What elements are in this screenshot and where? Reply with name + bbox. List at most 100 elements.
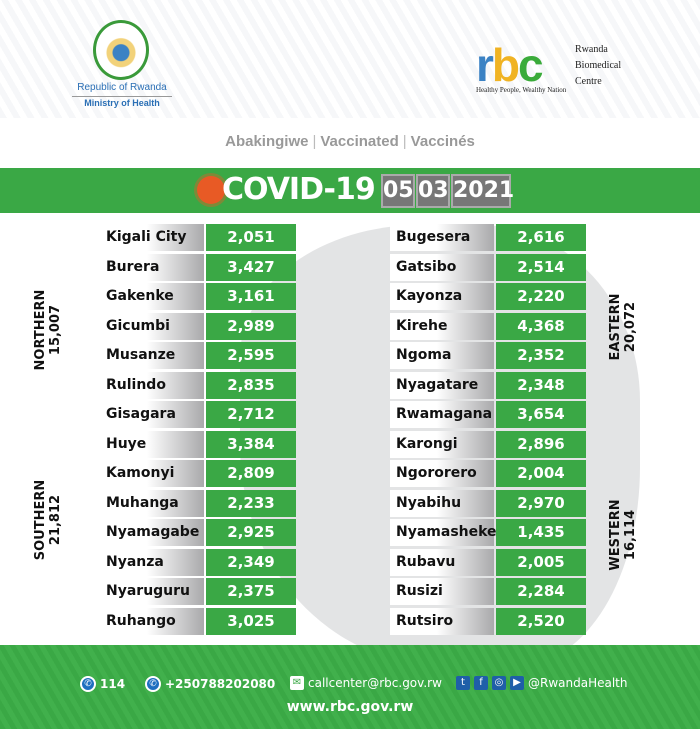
title-banner xyxy=(0,168,700,213)
email-address[interactable]: callcenter@rbc.gov.rw xyxy=(308,676,442,690)
district-name: Nyanza xyxy=(100,548,204,576)
region-name: SOUTHERN xyxy=(33,479,48,561)
region-name: WESTERN xyxy=(608,499,623,571)
district-value: 2,925 xyxy=(206,519,296,546)
district-value: 2,220 xyxy=(496,283,586,310)
divider: | xyxy=(312,133,317,150)
rbc-name-line: Biomedical xyxy=(575,60,622,71)
region-name: EASTERN xyxy=(608,293,623,361)
email[interactable]: ✉ callcenter@rbc.gov.rw xyxy=(290,676,442,690)
header: Republic of Rwanda Ministry of Health rb… xyxy=(0,0,700,118)
district-value: 4,368 xyxy=(496,312,586,340)
facebook-icon[interactable]: f xyxy=(474,676,488,690)
district-value: 3,427 xyxy=(206,253,296,281)
district-value: 2,348 xyxy=(496,371,586,399)
twitter-icon[interactable]: t xyxy=(456,676,470,690)
district-name: Kayonza xyxy=(390,283,494,310)
district-value: 2,514 xyxy=(496,253,586,281)
date-day: 05 xyxy=(381,174,415,208)
district-value: 2,835 xyxy=(206,371,296,399)
district-value: 2,616 xyxy=(496,224,586,251)
district-name: Rulindo xyxy=(100,371,204,399)
hotline-number[interactable]: 114 xyxy=(100,677,126,691)
region-total: 20,072 xyxy=(623,301,638,353)
district-value: 2,896 xyxy=(496,430,586,458)
region-total: 21,812 xyxy=(48,494,63,546)
date-year: 2021 xyxy=(451,174,514,208)
district-name: Kamonyi xyxy=(100,460,204,487)
subtitle-french: Vaccinés xyxy=(410,133,475,150)
banner-title: COVID-19 xyxy=(222,172,376,207)
rbc-logo: rbc xyxy=(476,39,544,91)
district-name: Muhanga xyxy=(100,489,204,517)
district-name: Nyagatare xyxy=(390,371,494,399)
district-value: 3,654 xyxy=(496,401,586,428)
whatsapp-icon: ✆ xyxy=(145,676,161,692)
website-link[interactable]: www.rbc.gov.rw xyxy=(286,699,414,715)
district-value: 3,025 xyxy=(206,607,296,635)
rbc-name-line: Rwanda xyxy=(575,44,608,55)
district-name: Nyamagabe xyxy=(100,519,204,546)
district-name: Ngoma xyxy=(390,342,494,369)
district-value: 1,435 xyxy=(496,519,586,546)
district-name: Musanze xyxy=(100,342,204,369)
district-value: 2,520 xyxy=(496,607,586,635)
district-value: 2,004 xyxy=(496,460,586,487)
district-name: Ruhango xyxy=(100,607,204,635)
district-value: 2,970 xyxy=(496,489,586,517)
region-name: NORTHERN xyxy=(33,289,48,371)
district-value: 2,005 xyxy=(496,548,586,576)
district-name: Rutsiro xyxy=(390,607,494,635)
district-name: Kirehe xyxy=(390,312,494,340)
district-value: 2,375 xyxy=(206,578,296,605)
district-value: 2,349 xyxy=(206,548,296,576)
district-name: Kigali City xyxy=(100,224,204,251)
district-name: Gisagara xyxy=(100,401,204,428)
subtitle-kinyarwanda: Abakingiwe xyxy=(225,133,309,150)
subtitle: Abakingiwe | Vaccinated | Vaccinés xyxy=(0,133,700,150)
instagram-icon[interactable]: ◎ xyxy=(492,676,506,690)
district-name: Bugesera xyxy=(390,224,494,251)
region-northern: NORTHERN 15,007 xyxy=(33,275,63,385)
district-name: Huye xyxy=(100,430,204,458)
district-name: Nyaruguru xyxy=(100,578,204,605)
subtitle-english: Vaccinated xyxy=(320,133,399,150)
district-name: Ngororero xyxy=(390,460,494,487)
district-name: Rubavu xyxy=(390,548,494,576)
district-name: Gicumbi xyxy=(100,312,204,340)
region-eastern: EASTERN 20,072 xyxy=(608,272,638,382)
district-name: Burera xyxy=(100,253,204,281)
district-name: Karongi xyxy=(390,430,494,458)
hotline[interactable]: ✆ 114 xyxy=(80,676,125,692)
district-value: 3,384 xyxy=(206,430,296,458)
district-value: 2,712 xyxy=(206,401,296,428)
phone-icon: ✆ xyxy=(80,676,96,692)
district-value: 2,809 xyxy=(206,460,296,487)
ministry-label: Ministry of Health xyxy=(72,96,172,108)
district-value: 2,284 xyxy=(496,578,586,605)
district-value: 2,051 xyxy=(206,224,296,251)
district-value: 2,595 xyxy=(206,342,296,369)
rbc-name-line: Centre xyxy=(575,76,602,87)
divider: | xyxy=(402,133,407,150)
region-western: WESTERN 16,114 xyxy=(608,480,638,590)
whatsapp[interactable]: ✆ +250788202080 xyxy=(145,676,275,692)
district-value: 2,352 xyxy=(496,342,586,369)
envelope-icon: ✉ xyxy=(290,676,304,690)
republic-label: Republic of Rwanda xyxy=(77,82,167,93)
region-southern: SOUTHERN 21,812 xyxy=(33,465,63,575)
district-name: Gakenke xyxy=(100,283,204,310)
youtube-icon[interactable]: ▶ xyxy=(510,676,524,690)
region-total: 15,007 xyxy=(48,304,63,356)
social-handle[interactable]: @RwandaHealth xyxy=(528,676,628,690)
rwanda-coat-of-arms-logo xyxy=(93,20,149,80)
region-total: 16,114 xyxy=(623,509,638,561)
district-name: Rwamagana xyxy=(390,401,494,428)
district-value: 2,989 xyxy=(206,312,296,340)
district-name: Nyamasheke xyxy=(390,519,497,546)
district-value: 2,233 xyxy=(206,489,296,517)
rbc-name: Rwanda Biomedical Centre xyxy=(575,42,621,90)
whatsapp-number[interactable]: +250788202080 xyxy=(165,677,276,691)
district-name: Rusizi xyxy=(390,578,494,605)
district-name: Nyabihu xyxy=(390,489,494,517)
